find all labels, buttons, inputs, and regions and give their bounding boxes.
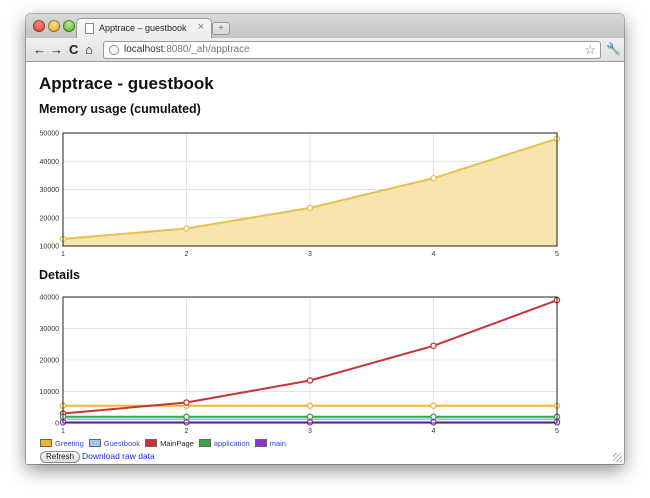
browser-toolbar: ← → C ⌂ localhost:8080/_ah/apptrace ☆ 🔧 [26,38,624,62]
x-tick-label: 5 [555,428,559,435]
y-tick-label: 20000 [40,215,60,222]
y-tick-label: 0 [55,421,59,428]
plot-frame [62,132,558,247]
home-icon[interactable]: ⌂ [85,42,93,57]
data-point [306,204,314,212]
download-raw-data-link[interactable]: Download raw data [82,451,155,461]
globe-icon [109,45,119,55]
data-point [183,413,190,420]
zoom-window-icon[interactable] [63,20,75,32]
details-chart: 0 10000 20000 30000 40000 1 2 3 4 5 [40,295,561,435]
data-point [306,413,314,420]
x-tick-label: 2 [185,428,189,435]
details-legend: Greeting Guestbook MainPage application main [40,437,291,449]
legend-label: main [269,438,286,448]
address-bar[interactable]: localhost:8080/_ah/apptrace ☆ [103,41,601,59]
new-tab-button[interactable]: + [212,22,230,35]
x-tick-label: 2 [185,251,189,258]
reload-icon[interactable]: C [69,42,79,57]
legend-swatch [145,439,158,447]
legend-swatch [88,439,101,447]
data-point [306,402,314,409]
x-tick-label: 5 [555,251,559,258]
data-point [430,419,437,426]
legend-swatch [198,439,211,447]
back-icon[interactable]: ← [33,42,46,57]
url-text[interactable]: localhost:8080/_ah/apptrace [124,44,250,55]
close-window-icon[interactable] [33,20,45,32]
y-tick-label: 10000 [40,244,60,251]
legend-label: MainPage [160,438,194,448]
x-tick-label: 1 [61,428,65,435]
x-tick-label: 1 [61,251,65,258]
legend-item-greeting: Greeting [40,439,84,448]
legend-label: Greeting [55,438,84,448]
x-tick-label: 4 [432,428,436,435]
data-point [430,174,437,182]
y-tick-label: 10000 [40,389,60,396]
wrench-icon[interactable]: 🔧 [606,42,621,56]
page-content: Apptrace - guestbook Memory usage (cumul… [26,63,624,464]
legend-label: Guestbook [103,438,141,448]
data-point [183,399,190,406]
tab-apptrace[interactable]: Apptrace – guestbook × [76,18,212,39]
plot-frame [62,296,558,424]
tab-title: Apptrace – guestbook [99,23,187,33]
legend-item-application: application [198,438,250,448]
legend-item-guestbook: Guestbook [88,438,141,448]
document-icon [85,23,94,34]
legend-label: application [213,438,250,448]
y-tick-label: 50000 [40,131,60,138]
refresh-button[interactable]: Refresh [40,451,81,463]
data-point [183,419,190,426]
memory-chart: 10000 20000 30000 40000 50000 1 2 3 4 5 [40,131,561,258]
y-tick-label: 30000 [40,326,60,333]
details-heading: Details [39,268,80,282]
data-point [430,413,437,420]
x-tick-label: 3 [308,428,312,435]
bookmark-star-icon[interactable]: ☆ [584,42,596,57]
legend-swatch [40,439,52,447]
y-tick-label: 20000 [40,358,60,365]
data-point [183,225,190,232]
legend-item-main: main [254,438,286,448]
page-title: Apptrace - guestbook [39,74,214,93]
data-point [430,402,437,409]
resize-grip-icon[interactable] [613,453,622,462]
y-tick-label: 40000 [40,159,60,166]
tab-close-icon[interactable]: × [197,21,204,33]
minimize-window-icon[interactable] [48,20,60,32]
tab-strip: Apptrace – guestbook × + [26,14,624,39]
x-tick-label: 3 [308,251,312,258]
data-point [430,342,437,350]
y-tick-label: 40000 [40,295,60,302]
legend-item-mainpage: MainPage [145,439,194,448]
memory-heading: Memory usage (cumulated) [39,102,201,116]
y-tick-label: 30000 [40,187,60,194]
legend-swatch [254,439,267,447]
data-point [306,377,314,384]
forward-icon[interactable]: → [50,42,63,57]
x-tick-label: 4 [432,251,436,258]
series-area [63,138,557,246]
data-point [306,419,314,426]
browser-window: Apptrace – guestbook × + ← → C ⌂ localho… [26,14,624,464]
